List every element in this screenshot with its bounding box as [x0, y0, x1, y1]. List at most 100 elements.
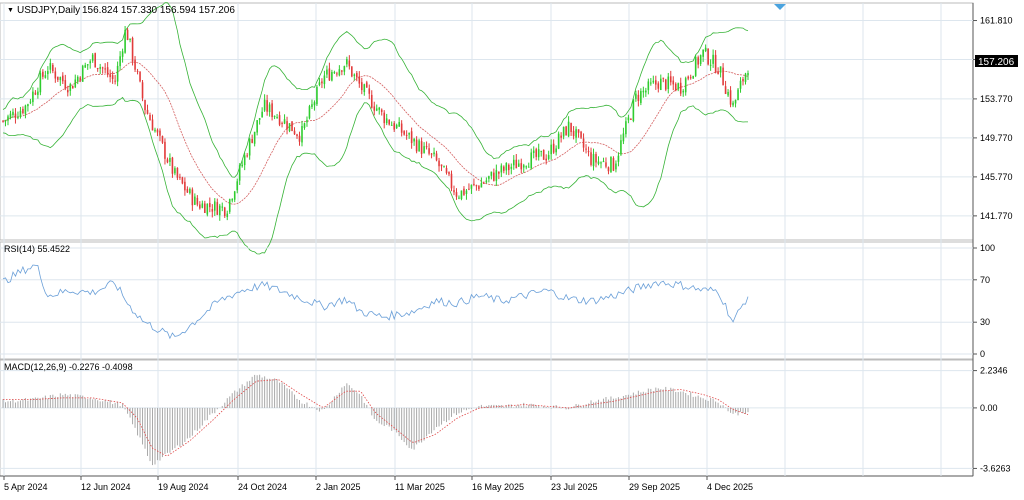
candle-body — [373, 106, 376, 111]
rsi-tick-label: 70 — [980, 275, 990, 285]
candle-body — [438, 160, 440, 167]
candle-body — [341, 70, 343, 72]
candle-body — [627, 117, 630, 121]
time-tick-label: 5 Apr 2024 — [4, 482, 48, 492]
candle-body — [184, 181, 186, 191]
price-axis-ticks: 161.810157.810153.770149.770145.770141.7… — [973, 16, 1013, 221]
candle-body — [114, 80, 116, 82]
candle-body — [500, 165, 503, 173]
macd-label: MACD(12,26,9) -0.2276 -0.4098 — [4, 362, 133, 372]
time-tick-label: 2 Jan 2025 — [316, 482, 361, 492]
candle-body — [712, 54, 714, 64]
candle-body — [266, 100, 268, 112]
candle-body — [423, 146, 425, 153]
candle-body — [418, 140, 420, 152]
candle-body — [687, 76, 690, 79]
candle-body — [550, 144, 552, 155]
candle-body — [697, 57, 699, 65]
candle-body — [535, 149, 538, 157]
candle-body — [223, 207, 226, 217]
candle-body — [595, 153, 597, 163]
candle-body — [747, 73, 749, 76]
candle-body — [4, 120, 7, 122]
candle-body — [572, 130, 575, 137]
candle-body — [256, 120, 258, 133]
candle-body — [358, 76, 361, 84]
candle-body — [164, 141, 166, 159]
candle-body — [532, 150, 535, 154]
candle-body — [333, 72, 336, 74]
candle-body — [403, 131, 405, 135]
rsi-path — [2, 264, 749, 340]
candle-body — [243, 155, 246, 166]
candle-body — [228, 199, 231, 212]
candle-body — [74, 79, 77, 88]
candle-body — [29, 101, 32, 103]
candle-body — [410, 131, 413, 144]
macd-pane[interactable] — [0, 359, 974, 477]
candle-body — [662, 77, 665, 79]
candle-body — [306, 119, 308, 123]
candle-body — [577, 129, 580, 133]
candle-body — [336, 73, 338, 75]
candle-body — [246, 155, 248, 157]
candle-body — [592, 154, 595, 167]
middle-band — [2, 61, 749, 205]
candle-body — [218, 205, 221, 216]
macd-tick-label: -3.6263 — [980, 463, 1011, 473]
candle-body — [12, 111, 14, 116]
candle-body — [470, 184, 473, 189]
candle-body — [652, 80, 655, 83]
candle-body — [179, 176, 181, 178]
upper-band — [2, 2, 749, 178]
symbol-menu-icon[interactable]: ▼ — [7, 7, 14, 14]
candle-body — [679, 82, 682, 94]
candle-body — [216, 202, 219, 215]
candle-body — [622, 133, 625, 142]
candle-body — [405, 134, 408, 136]
candle-body — [600, 162, 602, 164]
time-axis-labels: 5 Apr 2024 12 Jun 2024 19 Aug 2024 24 Oct 2… — [3, 476, 753, 492]
candle-body — [241, 164, 243, 167]
candle-body — [248, 138, 251, 156]
candle-body — [146, 109, 149, 114]
candle-body — [268, 104, 271, 113]
candle-body — [343, 66, 346, 72]
macd-signal-path — [3, 379, 749, 457]
candle-body — [617, 155, 620, 162]
candle-body — [196, 197, 199, 205]
candle-body — [630, 119, 632, 121]
candle-body — [517, 163, 520, 167]
rsi-axis-ticks: 100 70 30 0 — [973, 243, 995, 359]
price-tick-label: 149.770 — [980, 133, 1013, 143]
candle-body — [149, 114, 151, 121]
candle-body — [54, 71, 57, 79]
rsi-pane[interactable] — [0, 241, 974, 360]
candle-body — [380, 109, 383, 112]
candle-body — [707, 48, 709, 65]
candle-body — [744, 73, 747, 82]
price-pane[interactable] — [0, 2, 974, 241]
candle-body — [76, 76, 79, 82]
time-tick-label: 19 Aug 2024 — [158, 482, 209, 492]
candle-body — [545, 158, 547, 161]
candle-body — [263, 99, 266, 111]
candle-body — [89, 61, 92, 64]
candle-body — [176, 167, 179, 178]
candle-body — [475, 185, 478, 187]
candle-body — [393, 123, 395, 130]
candle-body — [408, 132, 410, 135]
candle-body — [739, 80, 742, 89]
time-tick-label: 29 Sep 2025 — [629, 482, 680, 492]
candle-body — [303, 123, 306, 128]
candle-body — [667, 76, 670, 90]
price-tick-label: 153.770 — [980, 94, 1013, 104]
candle-body — [131, 38, 134, 62]
candle-body — [659, 78, 662, 90]
candle-body — [211, 209, 214, 212]
candle-body — [126, 29, 129, 41]
shift-marker-icon[interactable] — [774, 4, 786, 10]
candle-body — [689, 77, 692, 79]
